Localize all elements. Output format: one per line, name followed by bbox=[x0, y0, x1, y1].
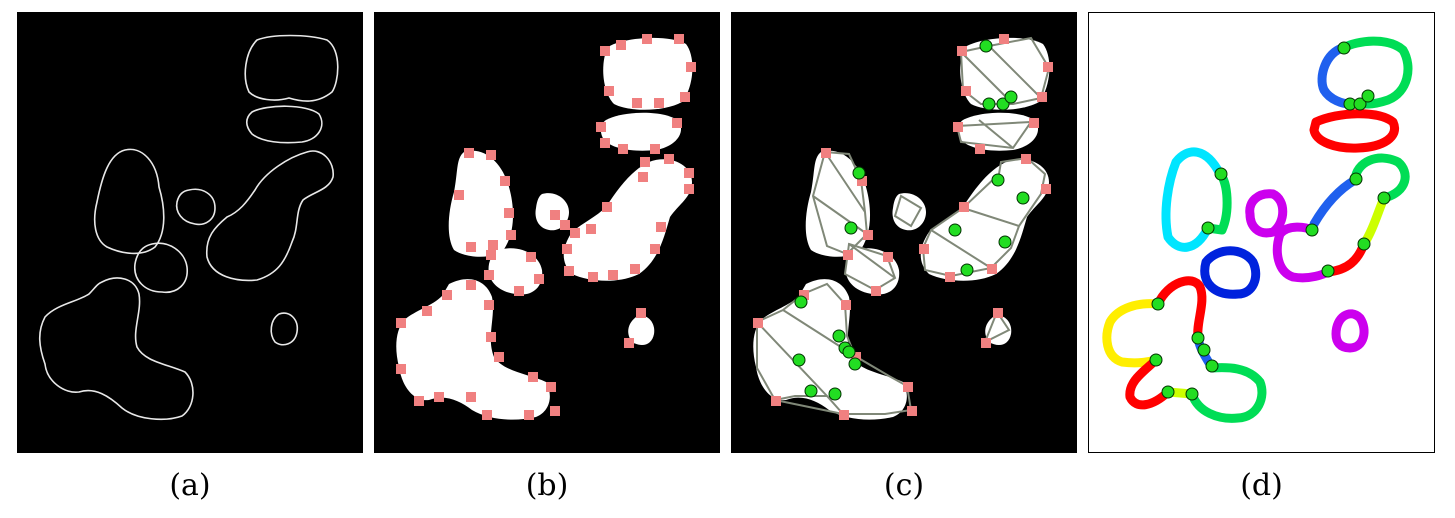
region-image bbox=[374, 12, 720, 453]
contour-image bbox=[17, 12, 363, 453]
segment-nodes bbox=[1149, 41, 1391, 401]
graph-image bbox=[731, 12, 1077, 453]
corner-markers bbox=[753, 34, 1053, 420]
panel-a-contours bbox=[17, 12, 363, 453]
white-regions bbox=[396, 37, 693, 420]
caption-c: (c) bbox=[883, 468, 925, 503]
caption-d: (d) bbox=[1240, 468, 1283, 503]
corner-markers bbox=[396, 34, 696, 420]
caption-a: (a) bbox=[169, 468, 211, 503]
panel-d-segments bbox=[1088, 12, 1435, 453]
contour-lines bbox=[38, 34, 339, 421]
panel-b-regions bbox=[374, 12, 720, 453]
panel-c-graph bbox=[731, 12, 1077, 453]
caption-b: (b) bbox=[525, 468, 569, 503]
segment-image bbox=[1088, 12, 1435, 453]
graph-nodes bbox=[792, 39, 1030, 401]
